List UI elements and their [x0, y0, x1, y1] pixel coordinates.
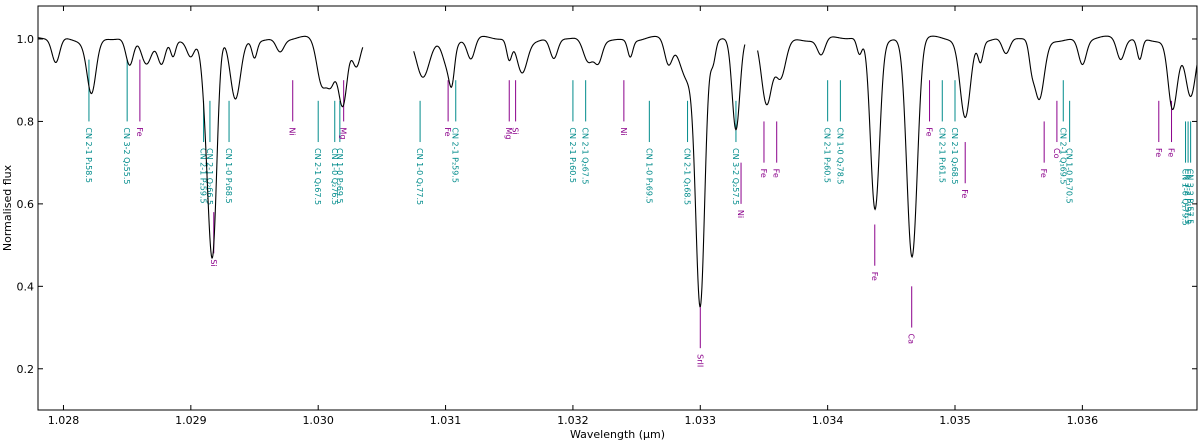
line-label: Fe	[925, 127, 934, 136]
line-label: Mg	[504, 127, 513, 139]
line-label: CN 2-1 P₂59.5	[199, 148, 208, 204]
x-tick-label: 1.034	[812, 414, 844, 427]
line-label: CN 3-2 Q₂55.5	[122, 127, 131, 184]
y-tick-label: 0.2	[17, 363, 35, 376]
line-label: CN 1-0 P₁68.5	[224, 148, 233, 204]
line-label: Fe	[443, 127, 452, 136]
line-label: CN 1-0 P₂69.5	[335, 148, 344, 204]
line-label: Fe	[1154, 148, 1163, 157]
line-label: Ca	[907, 334, 916, 345]
y-tick-label: 1.0	[17, 33, 35, 46]
line-label: Ni	[288, 127, 297, 135]
line-label: Co	[1052, 148, 1061, 159]
y-axis-title: Normalised flux	[1, 164, 14, 251]
line-label: Ni	[736, 210, 745, 218]
line-label: CN 1-0 Q₂78.5	[835, 127, 844, 184]
x-tick-label: 1.031	[430, 414, 462, 427]
line-label: CN 1-0 Q₁77.5	[415, 148, 424, 205]
line-label: CN 2-1 Q₂67.5	[581, 127, 590, 184]
line-label: Fe	[759, 169, 768, 178]
line-label: CN 1-0 P₁70.5	[1065, 148, 1074, 204]
line-label: Fe	[772, 169, 781, 178]
line-label: Fe	[870, 272, 879, 281]
line-label: Si	[511, 127, 520, 134]
y-tick-label: 0.4	[17, 280, 35, 293]
x-tick-label: 1.033	[685, 414, 717, 427]
line-label: CN 2-1 Q₁67.5	[313, 148, 322, 205]
line-label: CN 2-1 Q₁69.5	[1058, 127, 1067, 184]
line-label: CN 2-1 Q₂68.5	[950, 127, 959, 184]
line-label: Fe	[135, 127, 144, 136]
x-tick-label: 1.030	[302, 414, 334, 427]
line-label: CN 1-0 Q₁79.5	[1181, 169, 1190, 226]
line-label: CN 2-1 P₁61.5	[937, 127, 946, 183]
line-label: Fe	[1039, 169, 1048, 178]
y-axis: 0.2 0.4 0.6 0.8 1.0	[17, 33, 1197, 376]
line-label: CN 2-1 P₁60.5	[568, 127, 577, 183]
x-axis: 1.028 1.029 1.030 1.031 1.032 1.033 1.034 1.035…	[48, 6, 1098, 427]
line-label: Mg	[339, 127, 348, 139]
x-tick-label: 1.035	[939, 414, 971, 427]
plot-frame	[37, 5, 1198, 411]
x-tick-label: 1.029	[175, 414, 207, 427]
line-label: Ni	[619, 127, 628, 135]
spectrum-line	[37, 35, 1198, 308]
line-label: CN 3-2 P₁57.5	[1186, 169, 1195, 225]
line-label: SrII	[695, 354, 704, 367]
line-label: CN 1-0 Q₂76.5	[330, 148, 339, 205]
line-label: Fe	[1167, 148, 1176, 157]
line-label: CN 2-1 Q₂66.5	[205, 148, 214, 205]
y-tick-label: 0.6	[17, 198, 35, 211]
x-tick-label: 1.036	[1067, 414, 1099, 427]
y-tick-label: 0.8	[17, 115, 35, 128]
line-label: CN 2-1 P₂60.5	[823, 127, 832, 183]
line-label: CN 3-2 P₂57.5	[1183, 169, 1192, 225]
x-axis-title: Wavelength (μm)	[570, 428, 665, 441]
line-label: CN 2-1 P₁58.5	[84, 127, 93, 183]
line-label: Fe	[960, 189, 969, 198]
line-label: CN 1-0 P₁69.5	[644, 148, 653, 204]
line-label: CN 2-1 P₂59.5	[451, 127, 460, 183]
line-label: Si	[209, 259, 218, 266]
line-label: CN 2-1 Q₁68.5	[683, 148, 692, 205]
x-tick-label: 1.028	[48, 414, 80, 427]
x-tick-label: 1.032	[557, 414, 589, 427]
line-label: CN 3-2 Q₂57.5	[731, 148, 740, 205]
